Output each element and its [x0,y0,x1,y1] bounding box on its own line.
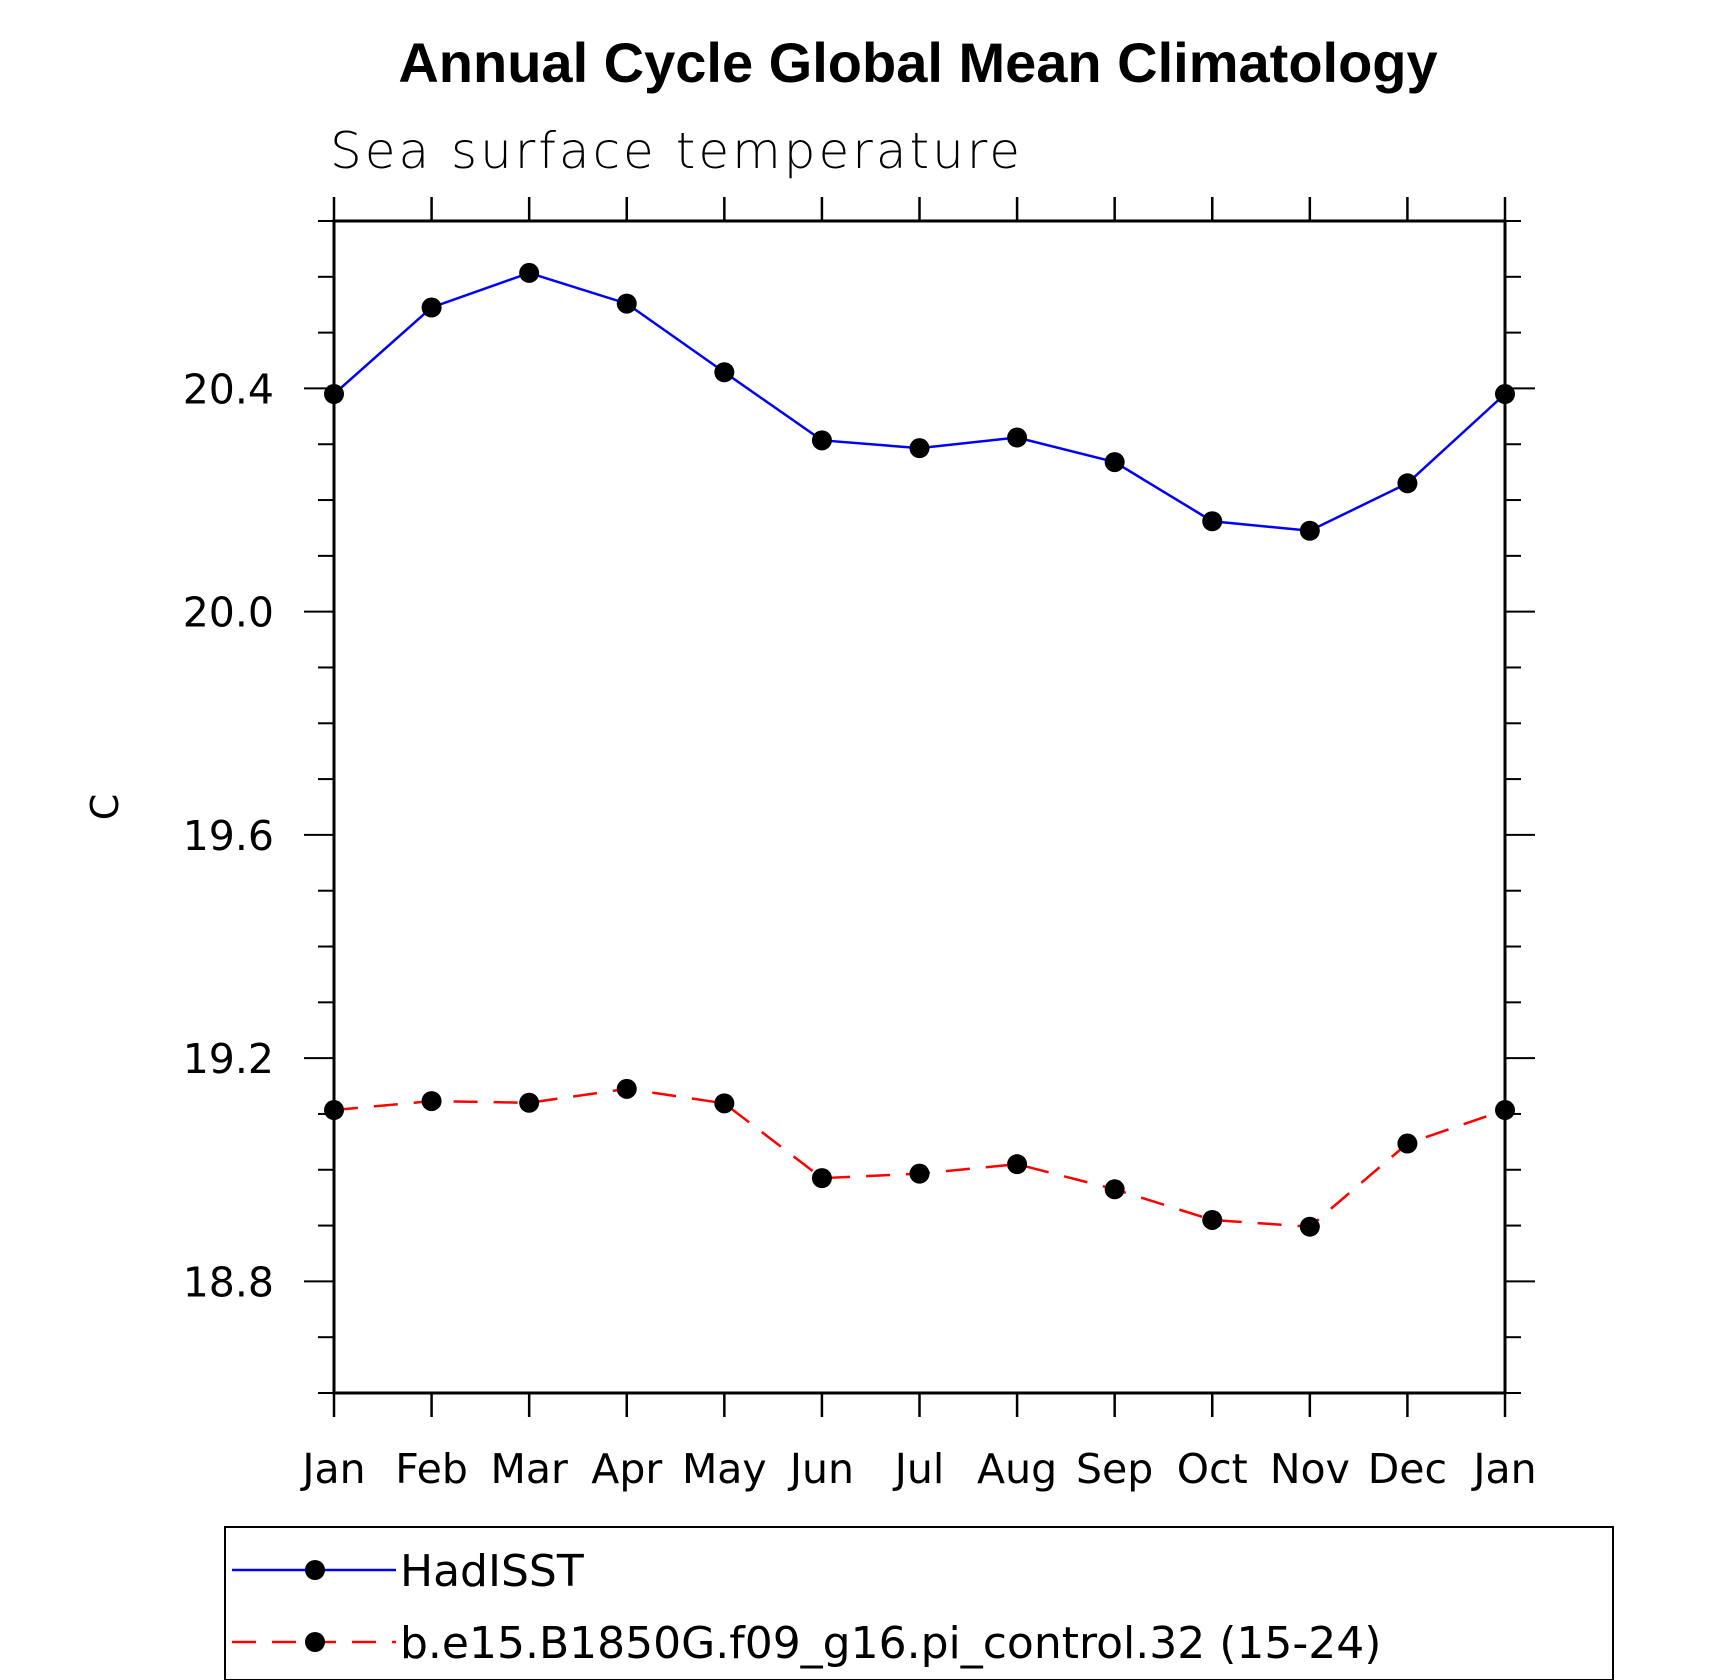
data-point-1 [519,1092,540,1113]
chart-subtitle: Sea surface temperature [330,122,1023,180]
legend-label-model: b.e15.B1850G.f09_g16.pi_control.32 (15-2… [400,1618,1381,1669]
data-point-0 [1495,384,1515,405]
legend: HadISST b.e15.B1850G.f09_g16.pi_control.… [224,1526,1614,1680]
data-point-0 [519,262,540,283]
y-tick-label: 20.4 [183,365,274,413]
series-line-0 [333,271,1506,533]
x-tick-label: Oct [1177,1445,1248,1493]
legend-marker-model [305,1632,325,1652]
x-tick-label: Jan [299,1445,365,1493]
y-tick-label: 20.0 [183,589,274,637]
y-tick-label: 19.2 [183,1035,274,1083]
data-point-1 [1007,1154,1028,1175]
data-point-1 [324,1100,344,1121]
data-point-1 [1495,1100,1515,1121]
legend-marker-hadisst [305,1560,325,1580]
x-tick-label: Dec [1368,1445,1447,1493]
data-point-1 [1397,1133,1418,1154]
x-tick-labels: Jan Feb Mar Apr May Jun Jul Aug Sep Oct Nov Dec Jan [299,1445,1536,1493]
data-point-1 [1299,1216,1320,1237]
x-tick-label: Feb [395,1445,468,1493]
y-tick-label: 18.8 [183,1258,274,1306]
x-tick-label: Apr [591,1445,662,1493]
data-point-1 [616,1078,637,1099]
x-tick-label: Jan [1470,1445,1536,1493]
data-point-0 [714,362,735,383]
x-tick-label: May [682,1445,767,1493]
data-point-0 [616,293,637,314]
data-point-1 [1104,1179,1125,1200]
data-point-0 [811,430,832,451]
chart-title: Annual Cycle Global Mean Climatology [398,31,1437,94]
data-point-1 [714,1093,735,1114]
legend-label-hadisst: HadISST [400,1546,584,1597]
series-line-1 [333,1087,1506,1228]
x-tick-label: Mar [490,1445,567,1493]
data-point-0 [1397,473,1418,494]
data-point-0 [1299,520,1320,541]
y-tick-labels: 18.8 19.2 19.6 20.0 20.4 [183,365,274,1306]
data-point-0 [1202,511,1223,532]
data-point-0 [909,438,930,459]
data-point-0 [421,297,442,318]
data-point-1 [421,1091,442,1112]
plot-frame [332,219,1507,1395]
y-axis-label: C [83,794,127,821]
x-tick-label: Jul [892,1445,944,1493]
data-point-1 [811,1168,832,1189]
x-tick-label: Aug [977,1445,1057,1493]
data-point-1 [1202,1209,1223,1230]
data-point-0 [1104,452,1125,473]
data-point-0 [324,384,344,405]
data-series [324,262,1515,1237]
axis-ticks [304,197,1535,1417]
x-tick-label: Sep [1076,1445,1153,1493]
data-point-1 [909,1163,930,1184]
y-tick-label: 19.6 [183,812,274,860]
x-tick-label: Jun [787,1445,854,1493]
data-point-0 [1007,427,1028,448]
x-tick-label: Nov [1270,1445,1350,1493]
plot-frame-group [332,219,1507,1395]
legend-box [224,1526,1614,1680]
